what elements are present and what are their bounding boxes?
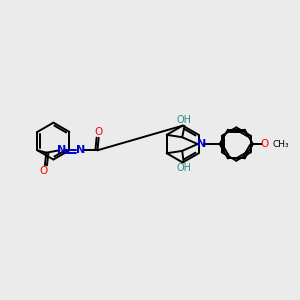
Text: N: N [57,145,66,155]
Text: OH: OH [176,163,191,173]
Text: O: O [40,166,48,176]
Text: N: N [196,139,206,149]
Text: O: O [94,128,103,137]
Text: OH: OH [176,115,191,125]
Text: N: N [76,145,85,155]
Text: O: O [260,139,268,149]
Text: CH₃: CH₃ [272,140,289,149]
